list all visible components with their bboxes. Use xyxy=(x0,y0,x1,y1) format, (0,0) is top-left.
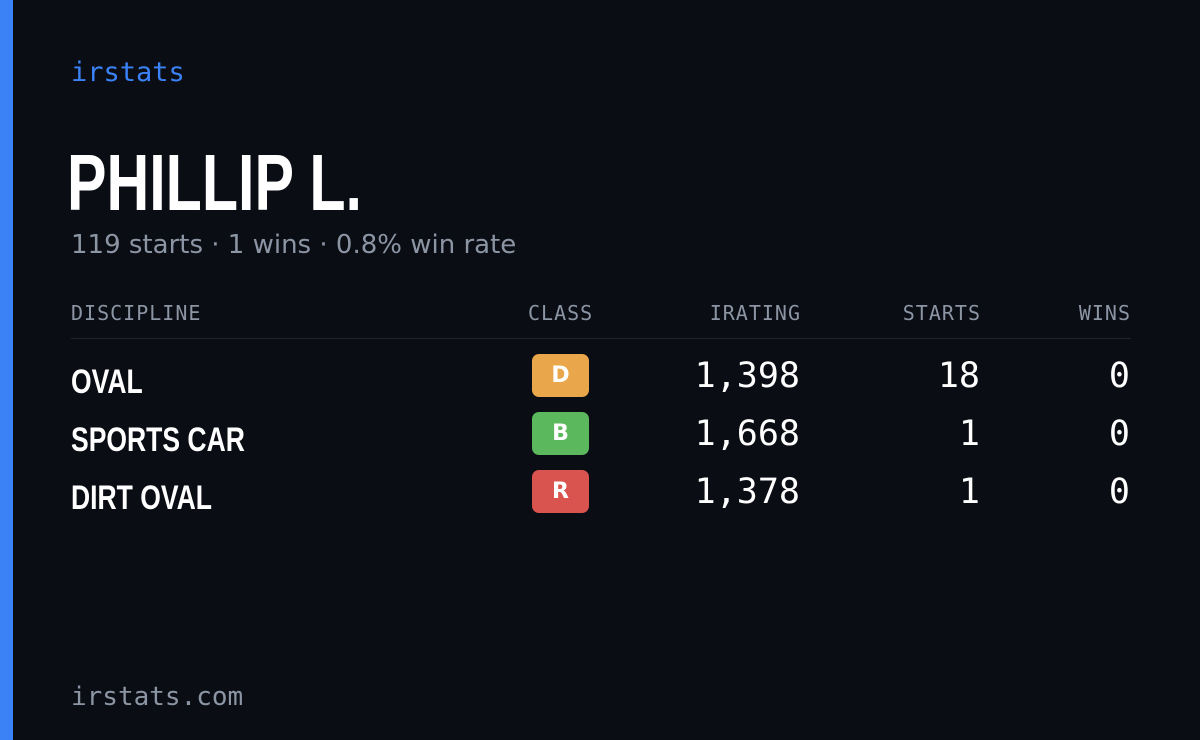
wins-value: 0 xyxy=(1108,356,1130,396)
irating-value: 1,668 xyxy=(694,414,800,454)
class-badge: B xyxy=(532,412,589,455)
accent-bar xyxy=(0,0,13,740)
footer-site-url[interactable]: irstats.com xyxy=(71,682,244,712)
table-row-oval: OVAL D 1,398 18 0 xyxy=(71,354,1131,412)
class-badge: R xyxy=(532,470,589,513)
class-badge: D xyxy=(532,354,589,397)
column-header-class: CLASS xyxy=(528,301,594,325)
wins-value: 0 xyxy=(1108,414,1130,454)
column-header-wins: WINS xyxy=(1078,301,1131,325)
table-row-sports-car: SPORTS CAR B 1,668 1 0 xyxy=(71,412,1131,470)
starts-value: 1 xyxy=(958,414,980,454)
starts-value: 1 xyxy=(958,472,980,512)
column-header-irating: IRATING xyxy=(709,301,801,325)
discipline-name: DIRT OVAL xyxy=(71,479,212,517)
column-header-starts: STARTS xyxy=(902,301,981,325)
stats-table-header: DISCIPLINE CLASS IRATING STARTS WINS xyxy=(71,298,1131,339)
discipline-name: SPORTS CAR xyxy=(71,421,245,459)
table-row-dirt-oval: DIRT OVAL R 1,378 1 0 xyxy=(71,470,1131,528)
starts-value: 18 xyxy=(937,356,980,396)
irating-value: 1,398 xyxy=(694,356,800,396)
discipline-name: OVAL xyxy=(71,363,143,401)
driver-summary: 119 starts · 1 wins · 0.8% win rate xyxy=(71,230,517,260)
irating-value: 1,378 xyxy=(694,472,800,512)
column-header-discipline: DISCIPLINE xyxy=(71,301,202,325)
driver-name: PHILLIP L. xyxy=(67,138,362,227)
wins-value: 0 xyxy=(1108,472,1130,512)
brand-logo[interactable]: irstats xyxy=(71,57,185,88)
